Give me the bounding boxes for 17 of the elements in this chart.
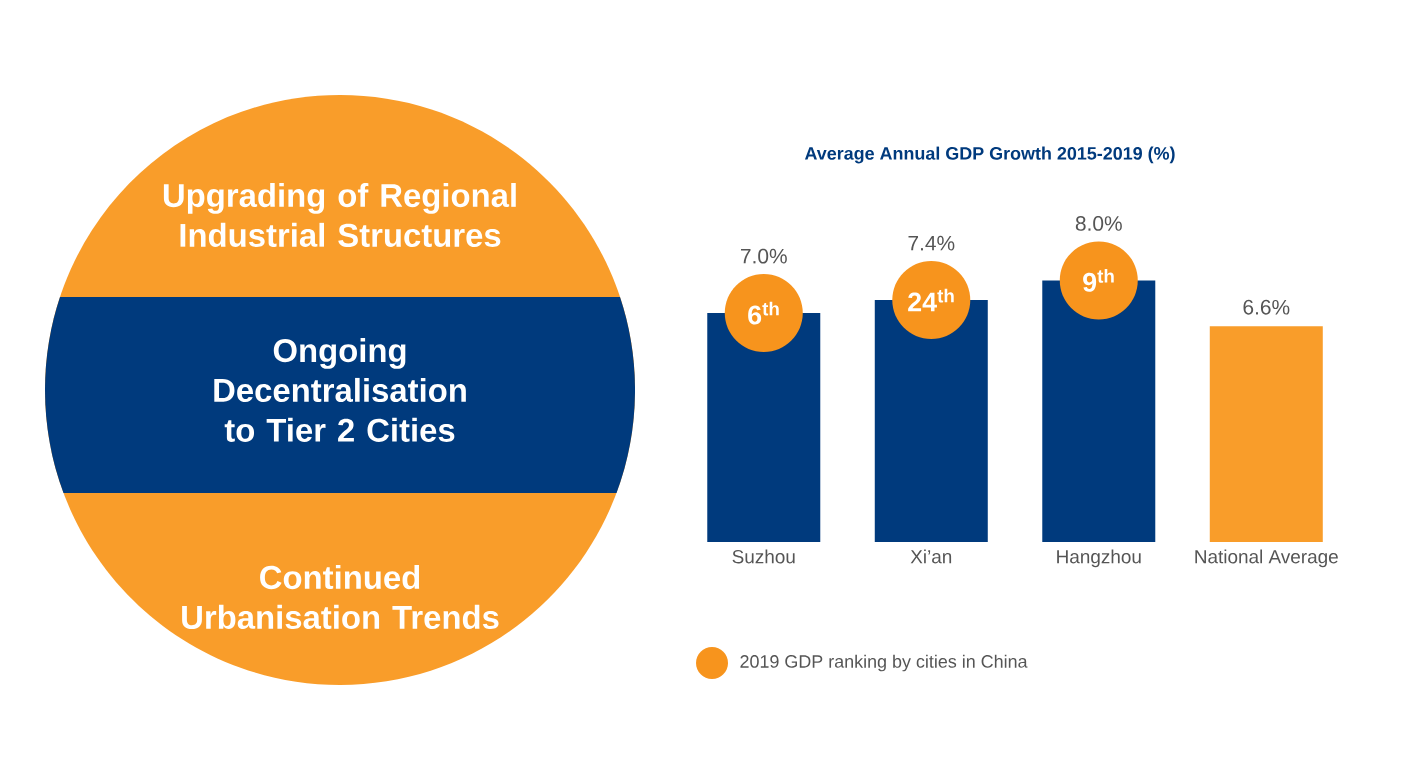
text: 2019 GDP ranking by cities in China xyxy=(740,654,1028,672)
data-label: 8.0% xyxy=(1075,216,1122,231)
x-tick-label: Hangzhou xyxy=(1057,549,1141,568)
data-label: 7.0% xyxy=(741,248,787,264)
annotation: 24$^{th}$ xyxy=(908,288,954,312)
text: Continued Urbanisation Trends xyxy=(182,564,499,629)
x-tick-label: National Average xyxy=(1195,549,1338,568)
data-label: 6.6% xyxy=(1243,299,1290,315)
annotation: 9$^{th}$ xyxy=(1083,268,1114,292)
chart-title: Average Annual GDP Growth 2015-2019 (%) xyxy=(804,146,1175,164)
annotation: 6$^{th}$ xyxy=(748,301,779,325)
x-tick-label: Suzhou xyxy=(732,549,795,564)
x-tick-label: Xi’an xyxy=(910,549,952,564)
bar xyxy=(1209,326,1323,542)
text: Upgrading of Regional Industrial Structures xyxy=(163,182,516,247)
text: Ongoing Decentralisation to Tier 2 Cities xyxy=(214,338,466,442)
data-label: 7.4% xyxy=(908,235,955,251)
